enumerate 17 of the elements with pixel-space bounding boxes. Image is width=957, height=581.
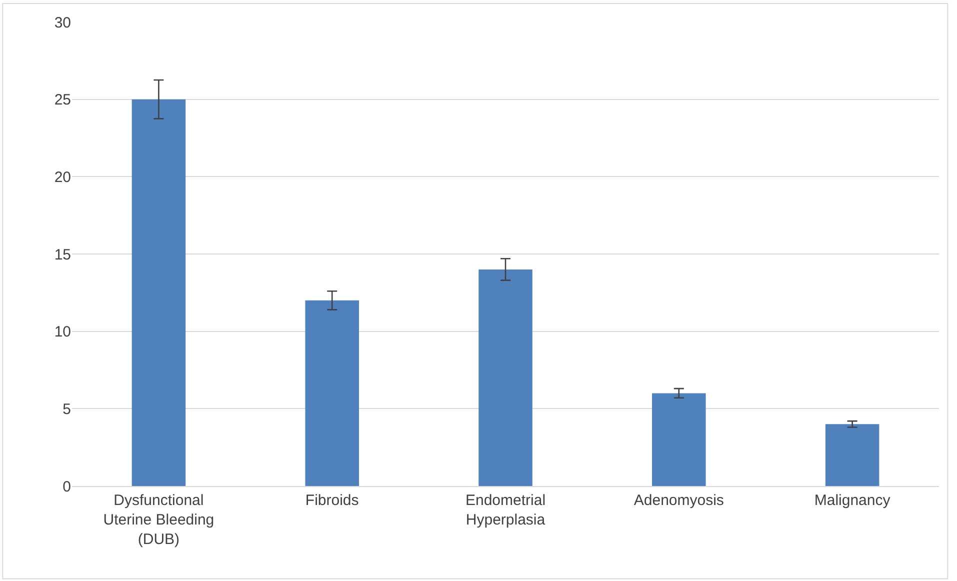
y-tick-label: 0 [62,478,71,496]
x-tick-label: Adenomyosis [634,492,724,509]
y-tick-label: 5 [62,400,71,418]
x-tick-label: Malignancy [814,492,891,509]
y-tick-label: 30 [54,14,71,32]
y-tick-label: 25 [54,92,71,109]
bar [132,99,186,486]
bar [652,393,706,486]
y-tick-label: 15 [54,246,71,264]
x-tick-label: Fibroids [305,492,359,509]
bar [825,424,880,486]
x-tick-label: Endometrial Hyperplasia [465,492,546,528]
bar [305,300,359,486]
bar [478,269,532,486]
y-tick-label: 10 [54,324,71,341]
y-tick-label: 20 [54,168,71,186]
x-tick-label: Dysfunctional Uterine Bleeding (DUB) [103,492,214,548]
